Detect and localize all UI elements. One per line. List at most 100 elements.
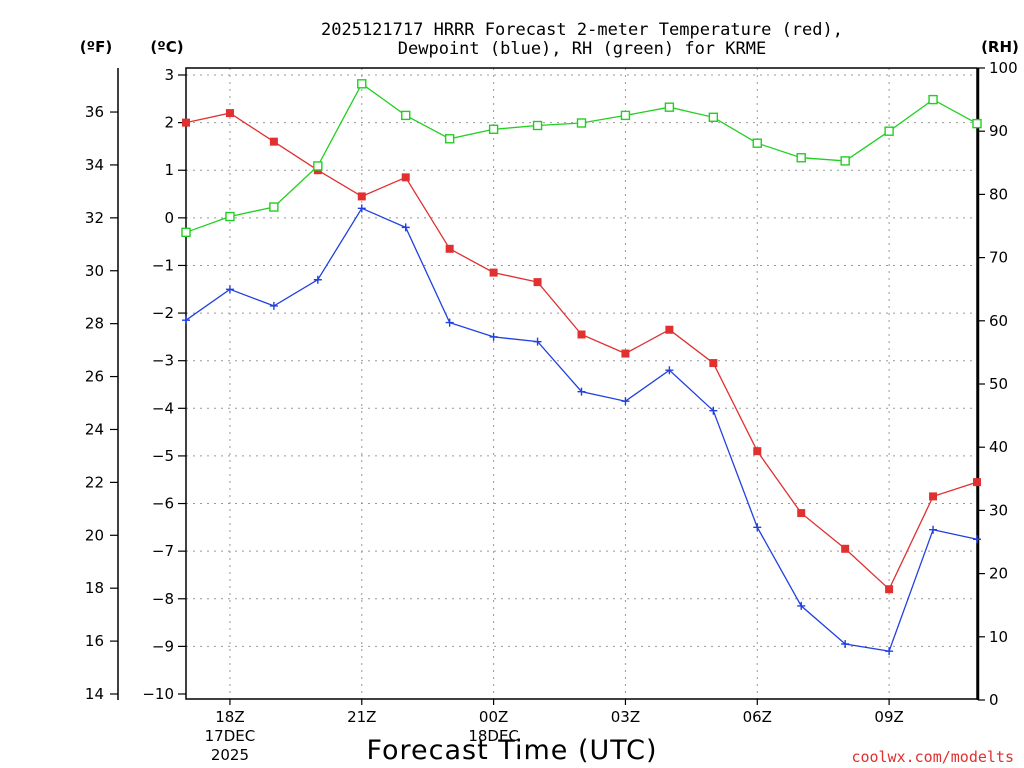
x-tick-year-label: 2025 [211,746,249,764]
temperature-point [665,325,674,334]
rh-point [752,138,762,148]
celsius-tick-label: 3 [164,66,174,84]
rh-point [401,110,411,121]
dewpoint-point [753,523,762,532]
x-tick-label: 03Z [611,708,640,726]
dewpoint-point [621,397,630,406]
x-tick-label: 06Z [743,708,772,726]
fahrenheit-tick-label: 14 [85,685,104,703]
x-tick-label: 09Z [874,708,903,726]
temperature-point [357,192,366,201]
celsius-tick-label: −3 [152,352,174,370]
fahrenheit-tick-label: 16 [85,632,104,650]
rh-tick-label: 80 [989,185,1008,203]
temperature-point [489,268,498,277]
temperature-point [182,118,190,127]
dewpoint-point [841,640,850,649]
temperature-series-line [185,112,978,591]
tick-labels: 3210−1−2−3−4−5−6−7−8−9−10363432302826242… [85,59,1018,764]
rh-tick-label: 40 [989,438,1008,456]
fahrenheit-tick-label: 26 [85,368,104,386]
fahrenheit-tick-label: 18 [85,579,104,597]
celsius-tick-label: −6 [152,495,174,513]
axes [110,67,985,705]
source-credit: coolwx.com/modelts [851,748,1014,766]
chart-title-line-2: Dewpoint (blue), RH (green) for KRME [398,39,766,59]
temperature-point [885,585,894,594]
rh-point [313,161,323,171]
fahrenheit-tick-label: 30 [85,262,104,280]
rh-point [664,102,675,112]
temperature-point [929,492,938,501]
rh-point [796,153,806,163]
celsius-tick-label: −4 [152,399,174,417]
dewpoint-point [445,318,454,327]
temperature-point [445,244,454,253]
dewpoint-series-line [185,207,978,652]
fahrenheit-tick-label: 32 [85,209,104,227]
rh-point [972,118,982,129]
x-tick-date-label: 18DEC [468,727,519,745]
dewpoint-point [533,337,542,346]
x-tick-label: 21Z [347,708,376,726]
fahrenheit-tick-label: 20 [85,526,104,544]
x-tick-label: 00Z [479,708,508,726]
rh-tick-label: 60 [989,312,1008,330]
dewpoint-point [885,647,894,656]
rh-point [620,110,631,121]
chart-title-line-1: 2025121717 HRRR Forecast 2-meter Tempera… [321,20,843,40]
dewpoint-point [313,275,322,284]
rh-point [708,112,719,122]
x-tick-label: 18Z [215,708,244,726]
rh-tick-label: 90 [989,122,1008,140]
dewpoint-point [665,366,674,375]
fahrenheit-axis-unit: (ºF) [80,38,112,56]
rh-tick-label: 0 [989,691,999,709]
temperature-point [841,544,850,553]
rh-point [225,211,235,222]
plot-frame [185,67,978,700]
rh-point [884,126,894,136]
celsius-tick-label: 0 [164,209,174,227]
temperature-point [709,359,718,368]
temperature-point [269,137,278,146]
rh-point [269,202,279,212]
celsius-tick-label: −5 [152,447,174,465]
temperature-point [577,330,586,339]
rh-point [532,120,543,131]
dewpoint-point [577,387,586,396]
rh-point [444,134,455,144]
grid-lines [186,68,977,699]
rh-tick-label: 100 [989,59,1018,77]
rh-tick-label: 70 [989,249,1008,267]
temperature-point [225,109,234,118]
celsius-tick-label: −8 [152,590,174,608]
rh-series-line [185,82,978,233]
rh-tick-label: 50 [989,375,1008,393]
celsius-tick-label: 1 [164,161,174,179]
temperature-point [753,447,762,456]
celsius-axis-unit: (ºC) [150,38,183,56]
rh-point [928,94,938,105]
rh-point [357,79,367,89]
temperature-point [621,349,630,358]
celsius-tick-label: −9 [152,637,174,655]
dewpoint-point [357,204,366,213]
dewpoint-point [182,316,190,325]
fahrenheit-tick-label: 24 [85,420,104,438]
temperature-point [797,509,806,518]
temperature-point [973,478,981,487]
rh-point [181,227,191,238]
fahrenheit-tick-label: 22 [85,473,104,491]
dewpoint-point [929,525,938,534]
celsius-tick-label: −7 [152,542,174,560]
celsius-tick-label: −1 [152,256,174,274]
fahrenheit-tick-label: 34 [85,156,104,174]
dewpoint-point [225,285,234,294]
fahrenheit-tick-label: 28 [85,315,104,333]
fahrenheit-tick-label: 36 [85,103,104,121]
rh-axis-unit: (RH) [981,38,1019,56]
data-series [181,79,982,656]
dewpoint-point [269,301,278,310]
